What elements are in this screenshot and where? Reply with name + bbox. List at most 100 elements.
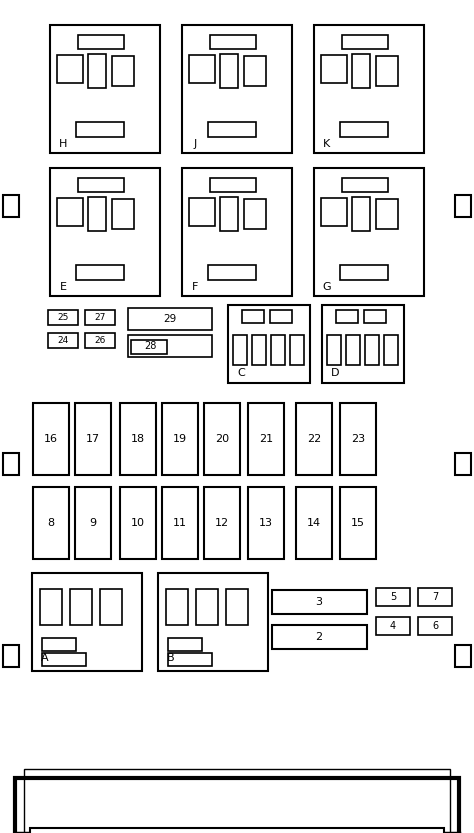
Bar: [88, 197, 106, 231]
Bar: [321, 198, 347, 226]
Text: 15: 15: [351, 518, 365, 528]
Bar: [182, 25, 292, 153]
Bar: [85, 333, 115, 348]
Bar: [210, 178, 256, 192]
Text: 6: 6: [432, 621, 438, 631]
Bar: [244, 56, 266, 86]
Bar: [321, 55, 347, 83]
Text: 21: 21: [259, 434, 273, 444]
Bar: [189, 198, 215, 226]
Bar: [112, 199, 134, 229]
Bar: [365, 335, 379, 365]
Bar: [314, 168, 424, 296]
Bar: [226, 589, 248, 625]
Bar: [248, 487, 284, 559]
Text: 20: 20: [215, 434, 229, 444]
Bar: [376, 617, 410, 635]
Bar: [271, 335, 285, 365]
Bar: [376, 588, 410, 606]
Bar: [376, 199, 398, 229]
Bar: [272, 590, 367, 614]
Bar: [252, 335, 266, 365]
Text: B: B: [167, 653, 174, 663]
Bar: [248, 403, 284, 475]
Text: 12: 12: [215, 518, 229, 528]
Bar: [342, 35, 388, 49]
Bar: [57, 198, 83, 226]
Text: 18: 18: [131, 434, 145, 444]
Bar: [352, 54, 370, 88]
Text: 14: 14: [307, 518, 321, 528]
Bar: [30, 828, 444, 833]
Bar: [24, 769, 450, 833]
Bar: [50, 25, 160, 153]
Bar: [70, 589, 92, 625]
Text: 16: 16: [44, 434, 58, 444]
Text: D: D: [331, 368, 339, 378]
Bar: [131, 340, 167, 354]
Text: 27: 27: [94, 313, 106, 322]
Bar: [78, 178, 124, 192]
Bar: [85, 310, 115, 325]
Bar: [314, 25, 424, 153]
Bar: [32, 573, 142, 671]
Bar: [220, 54, 238, 88]
Text: 11: 11: [173, 518, 187, 528]
Bar: [42, 638, 76, 651]
Bar: [322, 305, 404, 383]
Bar: [418, 617, 452, 635]
Bar: [342, 178, 388, 192]
Text: 10: 10: [131, 518, 145, 528]
Bar: [3, 453, 19, 475]
Bar: [244, 199, 266, 229]
Text: E: E: [60, 282, 66, 292]
Bar: [418, 588, 452, 606]
Text: 4: 4: [390, 621, 396, 631]
Bar: [158, 573, 268, 671]
Text: 17: 17: [86, 434, 100, 444]
Bar: [100, 589, 122, 625]
Text: 5: 5: [390, 592, 396, 602]
Bar: [376, 56, 398, 86]
Text: C: C: [237, 368, 245, 378]
Bar: [270, 310, 292, 323]
Bar: [204, 403, 240, 475]
Bar: [57, 55, 83, 83]
Bar: [78, 35, 124, 49]
Bar: [290, 335, 304, 365]
Text: 13: 13: [259, 518, 273, 528]
Text: 3: 3: [316, 597, 322, 607]
Bar: [233, 335, 247, 365]
Text: 19: 19: [173, 434, 187, 444]
Bar: [340, 265, 388, 280]
Bar: [120, 487, 156, 559]
Text: H: H: [59, 139, 67, 149]
Bar: [88, 54, 106, 88]
Text: 28: 28: [144, 341, 156, 351]
Bar: [336, 310, 358, 323]
Bar: [182, 168, 292, 296]
Text: 25: 25: [57, 313, 69, 322]
Bar: [42, 653, 86, 666]
Bar: [76, 122, 124, 137]
Bar: [168, 638, 202, 651]
Bar: [168, 653, 212, 666]
Bar: [33, 487, 69, 559]
Bar: [76, 265, 124, 280]
Bar: [204, 487, 240, 559]
Bar: [3, 645, 19, 667]
Bar: [327, 335, 341, 365]
Bar: [50, 168, 160, 296]
Text: J: J: [193, 139, 197, 149]
Bar: [296, 403, 332, 475]
Text: 24: 24: [57, 336, 69, 345]
Text: 29: 29: [164, 314, 177, 324]
Bar: [208, 265, 256, 280]
Bar: [208, 122, 256, 137]
Bar: [48, 310, 78, 325]
Bar: [3, 195, 19, 217]
Text: G: G: [323, 282, 331, 292]
Bar: [33, 403, 69, 475]
Text: 8: 8: [47, 518, 55, 528]
Text: 22: 22: [307, 434, 321, 444]
